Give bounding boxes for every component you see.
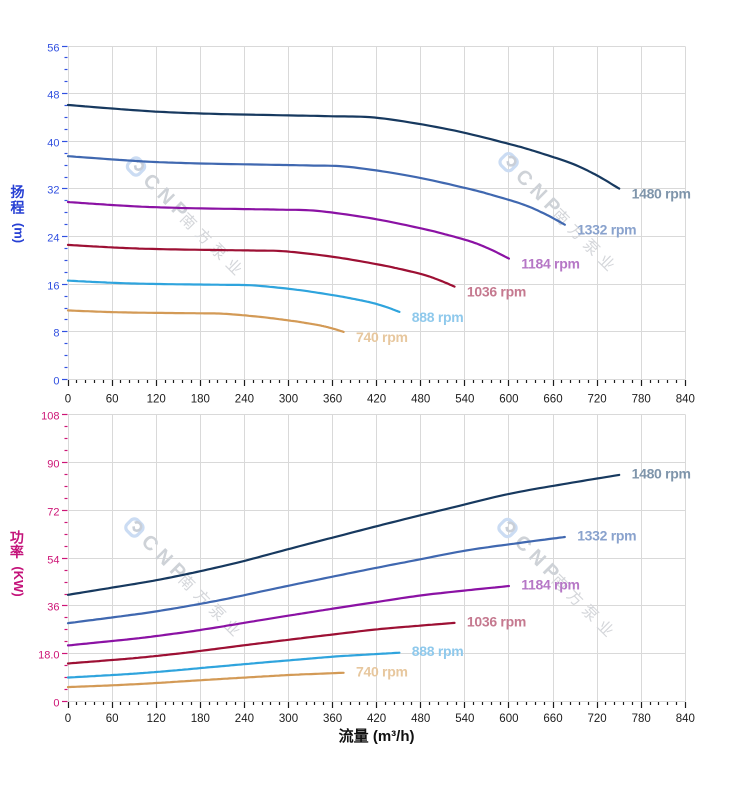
svg-text:程: 程 [11,200,25,216]
svg-text:流量 (m³/h): 流量 (m³/h) [339,727,415,745]
svg-text:120: 120 [147,394,166,406]
svg-text:0: 0 [65,713,71,725]
svg-text:率: 率 [10,544,24,560]
svg-text:1184 rpm: 1184 rpm [521,577,579,593]
svg-text:60: 60 [106,394,119,406]
svg-text:720: 720 [588,394,607,406]
svg-text:540: 540 [455,394,474,406]
svg-text:300: 300 [279,713,298,725]
svg-text:180: 180 [191,394,210,406]
svg-text:660: 660 [543,713,562,725]
svg-text:780: 780 [632,713,651,725]
svg-text:1332 rpm: 1332 rpm [577,528,636,544]
svg-text:660: 660 [543,394,562,406]
svg-text:1480 rpm: 1480 rpm [632,465,691,481]
svg-text:0: 0 [53,376,59,388]
svg-text:360: 360 [323,394,342,406]
svg-text:24: 24 [47,233,59,245]
svg-text:40: 40 [47,138,59,150]
svg-text:1036 rpm: 1036 rpm [467,284,526,300]
svg-text:功: 功 [10,530,24,546]
svg-text:0: 0 [53,698,59,710]
svg-text:240: 240 [235,713,254,725]
svg-text:60: 60 [106,713,119,725]
svg-text:90: 90 [47,459,59,471]
svg-text:1184 rpm: 1184 rpm [521,256,579,272]
svg-text:780: 780 [632,394,651,406]
svg-text:540: 540 [455,713,474,725]
svg-text:16: 16 [47,281,59,293]
svg-text:360: 360 [323,713,342,725]
svg-text:600: 600 [499,713,518,725]
svg-text:1480 rpm: 1480 rpm [632,186,691,202]
svg-text:1036 rpm: 1036 rpm [467,613,526,629]
svg-text:740 rpm: 740 rpm [356,663,408,679]
svg-text:888 rpm: 888 rpm [412,643,464,659]
svg-text:56: 56 [47,43,59,55]
svg-text:48: 48 [47,90,59,102]
svg-text:420: 420 [367,713,386,725]
svg-text:180: 180 [191,713,210,725]
svg-text:0: 0 [65,394,71,406]
svg-text:840: 840 [676,394,695,406]
svg-text:1332 rpm: 1332 rpm [577,222,636,238]
svg-text:扬: 扬 [11,184,25,200]
svg-text:36: 36 [47,602,59,614]
svg-text:108: 108 [41,411,59,423]
svg-text:888 rpm: 888 rpm [412,309,464,325]
svg-text:54: 54 [47,555,59,567]
svg-text:720: 720 [588,713,607,725]
svg-text:18.0: 18.0 [38,650,59,662]
svg-text:240: 240 [235,394,254,406]
svg-text:420: 420 [367,394,386,406]
svg-text:480: 480 [411,394,430,406]
svg-text:120: 120 [147,713,166,725]
svg-text:8: 8 [53,328,59,340]
svg-text:(KW): (KW) [11,566,26,596]
svg-text:32: 32 [47,185,59,197]
svg-text:300: 300 [279,394,298,406]
svg-text:740 rpm: 740 rpm [356,329,408,345]
svg-text:72: 72 [47,507,59,519]
svg-text:840: 840 [676,713,695,725]
svg-text:(m): (m) [12,223,27,243]
svg-text:600: 600 [499,394,518,406]
svg-text:480: 480 [411,713,430,725]
